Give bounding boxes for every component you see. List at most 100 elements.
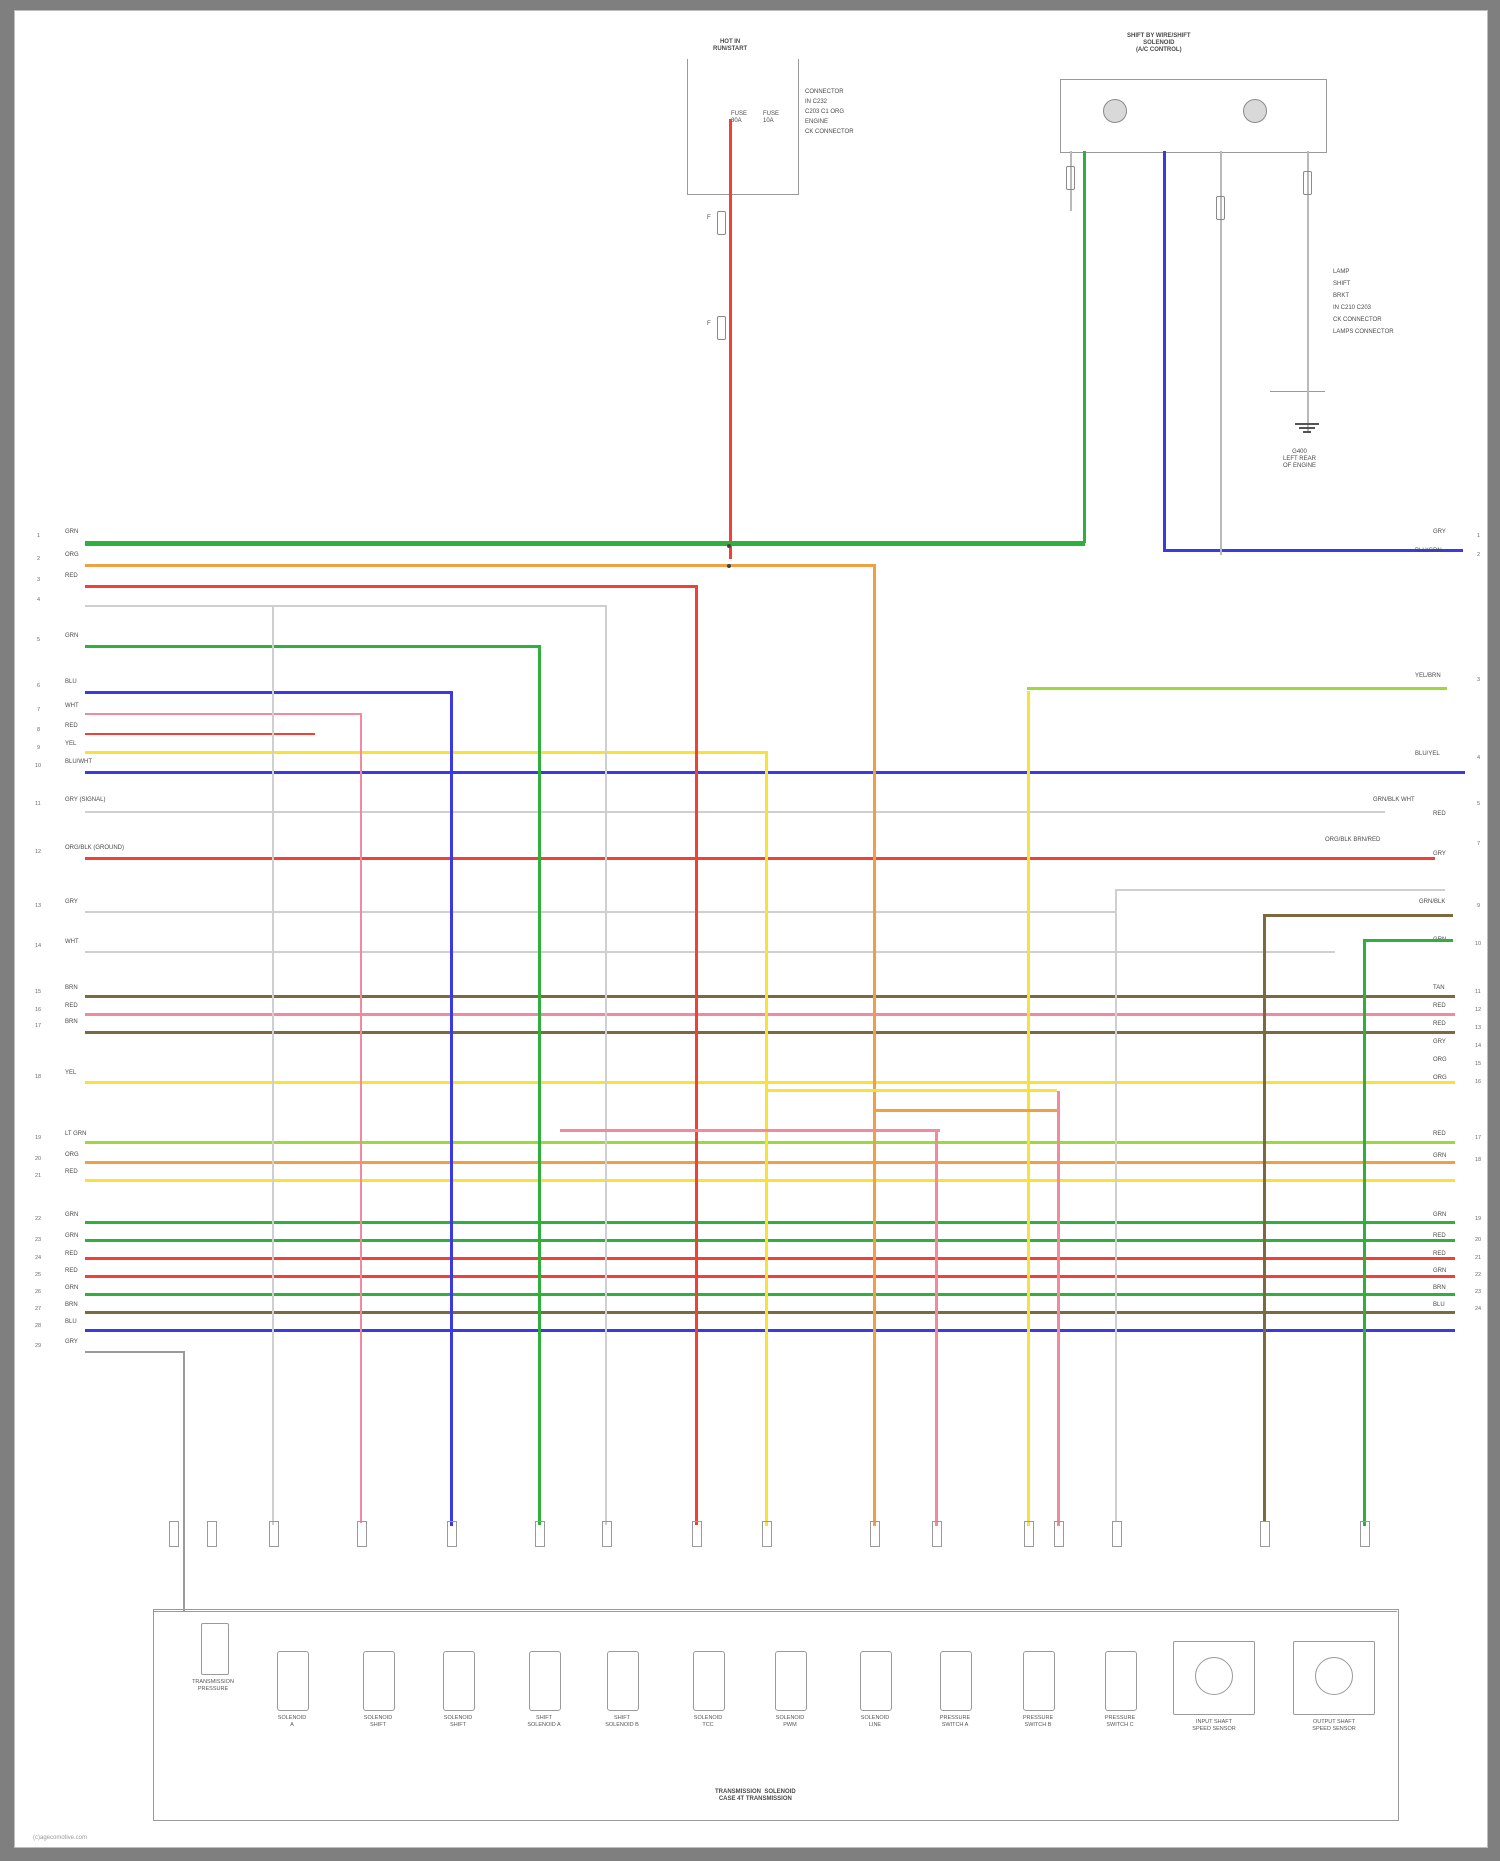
left-label-19: LT GRN	[65, 1131, 87, 1137]
comp-solenoid-a	[277, 1651, 309, 1711]
output-speed-coil	[1315, 1657, 1353, 1695]
left-pin-1: 1	[37, 533, 41, 539]
shift-lock-title: SHIFT BY WIRE/SHIFT SOLENOID (A/C CONTRO…	[1127, 33, 1191, 53]
bus-ltgrn-19	[85, 1141, 1455, 1144]
left-label-27: BRN	[65, 1302, 78, 1308]
fuse-label-left-2: FUSE 10A	[763, 111, 780, 124]
bus-red-25	[85, 1275, 1455, 1278]
tick-10	[870, 1521, 880, 1547]
hot-in-run-note-0: CONNECTOR	[805, 89, 844, 95]
drop-grey-a	[272, 605, 274, 1525]
left-label-20: ORG	[65, 1152, 79, 1158]
right-pin-11: 11	[1475, 989, 1481, 995]
left-label-16: RED	[65, 1003, 78, 1009]
bus-grey-13	[85, 911, 1115, 913]
left-pin-18: 18	[35, 1074, 42, 1080]
bus-blue-28	[85, 1329, 1455, 1332]
left-label-26: GRN	[65, 1285, 79, 1291]
drop-grey-l	[1115, 891, 1117, 1521]
shift-note-2: BRKT	[1333, 293, 1350, 299]
left-label-28: BLU	[65, 1319, 77, 1325]
comp-label-4: SHIFT SOLENOID A	[527, 1715, 561, 1728]
shift-note-3: IN C210 C203	[1333, 305, 1372, 311]
comp-label-5: SHIFT SOLENOID B	[605, 1715, 639, 1728]
bus-grey-29	[85, 1351, 185, 1353]
right-label-21: RED	[1433, 1251, 1446, 1257]
tick-15	[1260, 1521, 1270, 1547]
wire-red-top-main	[729, 119, 732, 559]
left-pin-6: 6	[37, 683, 41, 689]
drop-red-f	[695, 585, 698, 1525]
right-label-12: RED	[1433, 1003, 1446, 1009]
credit-text: (c)agecomotive.com	[33, 1835, 88, 1841]
stub-ltgrn-right	[1027, 687, 1447, 690]
right-label-9: GRN/BLK	[1419, 899, 1446, 905]
comp-solenoid-b	[363, 1651, 395, 1711]
left-pin-5: 5	[37, 637, 41, 643]
right-label-20: RED	[1433, 1233, 1446, 1239]
right-pin-3: 3	[1477, 677, 1481, 683]
left-label-25: RED	[65, 1268, 78, 1274]
left-label-18: YEL	[65, 1070, 77, 1076]
left-pin-11: 11	[35, 801, 41, 807]
comp-pressure-sensor	[201, 1623, 229, 1675]
fuse-lower-label: F	[707, 321, 711, 327]
bus-grey-29-v	[183, 1351, 185, 1611]
wire-green-topright-h	[85, 541, 1085, 544]
comp-label-8: SOLENOID LINE	[860, 1715, 890, 1728]
left-label-11: GRY (SIGNAL)	[65, 797, 106, 803]
tick-16	[1360, 1521, 1370, 1547]
left-pin-8: 8	[37, 727, 41, 733]
left-pin-28: 28	[35, 1323, 42, 1329]
shift-note-4: CK CONNECTOR	[1333, 317, 1382, 323]
left-pin-4: 4	[37, 597, 41, 603]
right-pin-9: 9	[1477, 903, 1481, 909]
bus-green-23	[85, 1239, 1455, 1242]
bus-red-8	[85, 733, 315, 735]
right-label-11: TAN	[1433, 985, 1445, 991]
left-pin-25: 25	[35, 1272, 42, 1278]
left-label-6: BLU	[65, 679, 77, 685]
hot-in-run-note-3: ENGINE	[805, 119, 829, 125]
junction-dot-2	[727, 564, 731, 568]
comp-label-10: PRESSURE SWITCH B	[1022, 1715, 1054, 1728]
tick-11	[932, 1521, 942, 1547]
transmission-title: TRANSMISSION SOLENOID CASE 4T TRANSMISSI…	[715, 1789, 796, 1802]
left-label-22: GRN	[65, 1212, 79, 1218]
hot-in-run-title: HOT IN RUN/START	[713, 39, 748, 52]
shift-inner-box	[1270, 263, 1325, 392]
ground-note-text: G400 LEFT REAR OF ENGINE	[1283, 449, 1317, 469]
drop-green-n	[1363, 941, 1366, 1526]
bottom-bus-line	[153, 1611, 1397, 1612]
left-pin-17: 17	[35, 1023, 42, 1029]
junction-dot-1	[727, 544, 731, 548]
tick-12	[1024, 1521, 1034, 1547]
comp-switch-a	[940, 1651, 972, 1711]
bus-orange-20	[85, 1161, 1455, 1164]
wire-blue-topright	[1163, 151, 1166, 551]
left-label-23: GRN	[65, 1233, 79, 1239]
bus-brown-27	[85, 1311, 1455, 1314]
bus-pink-16	[85, 1013, 1455, 1016]
left-pin-16: 16	[35, 1007, 42, 1013]
right-pin-21: 21	[1475, 1255, 1482, 1261]
bus-blue-10	[85, 771, 1465, 774]
left-pin-21: 21	[35, 1173, 42, 1179]
comp-switch-b	[1023, 1651, 1055, 1711]
left-label-15: BRN	[65, 985, 78, 991]
drop-pink-k	[1057, 1091, 1060, 1526]
right-label-19: GRN	[1433, 1212, 1447, 1218]
stub-grey-right	[1115, 889, 1445, 891]
bus-grey-14	[85, 951, 1335, 953]
wire-blue-topright-h	[1163, 549, 1463, 552]
right-label-22: GRN	[1433, 1268, 1447, 1274]
left-pin-24: 24	[35, 1255, 42, 1261]
right-pin-20: 20	[1475, 1237, 1482, 1243]
comp-solenoid-e	[607, 1651, 639, 1711]
left-pin-27: 27	[35, 1306, 42, 1312]
stub-brown-right	[1263, 914, 1453, 917]
left-pin-10: 10	[35, 763, 42, 769]
comp-solenoid-d	[529, 1651, 561, 1711]
wire-grey-tr3	[1070, 151, 1072, 211]
shift-lock-box	[1060, 79, 1327, 153]
